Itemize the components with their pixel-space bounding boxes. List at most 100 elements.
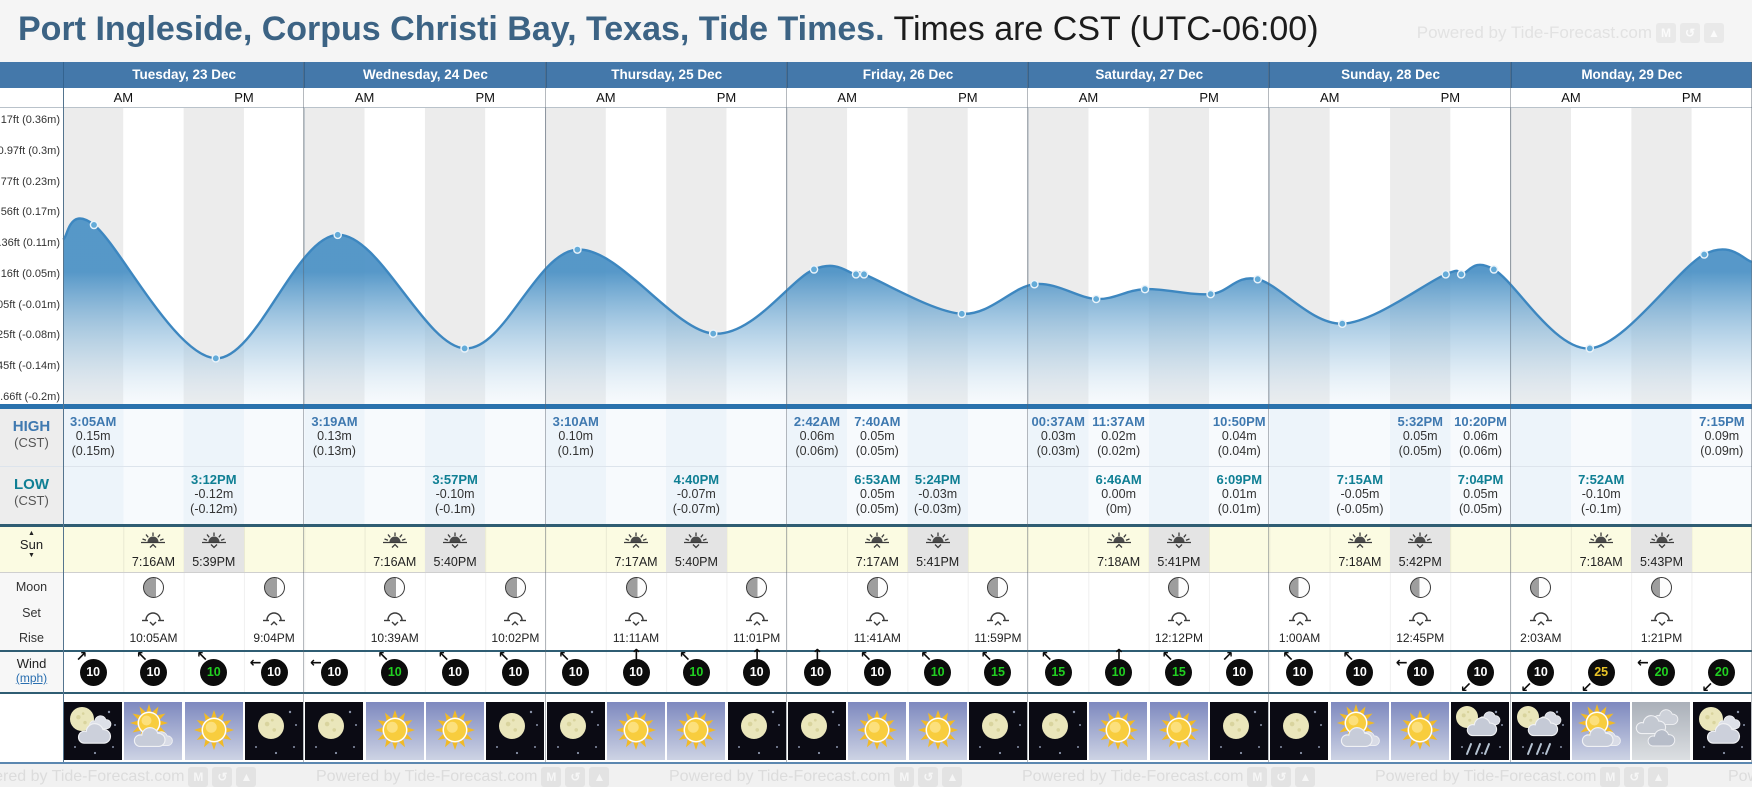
weather-night-clear-icon	[1210, 702, 1269, 760]
y-axis-label: 0.36ft (0.11m)	[0, 237, 60, 250]
wind-direction-arrow-icon: ↑	[1113, 647, 1125, 663]
wind-speed-indicator: 10 ←	[304, 656, 364, 687]
wind-speed-value: 15 ↖	[1041, 650, 1072, 686]
weather-cell-overcast	[1632, 702, 1691, 760]
axis-divider-line	[63, 88, 64, 762]
watermark-badge-icon: ↺	[1271, 767, 1292, 787]
weather-sunny-icon	[1149, 702, 1208, 760]
high-tide-time: 7:15PM	[1699, 414, 1745, 429]
sunrise-time: 7:18AM	[1097, 555, 1141, 569]
ampm-label-am: AM	[837, 90, 857, 105]
moonrise-icon	[986, 612, 1009, 626]
row-label-sun: ▲ Sun ▼	[0, 527, 63, 572]
wind-direction-arrow-icon: ↙	[1580, 680, 1593, 696]
wind-speed-value: 10 ↖	[498, 650, 529, 686]
moon-phase-icon	[727, 577, 787, 603]
sun-up-triangle-icon: ▲	[28, 530, 35, 537]
moonrise-icon	[1288, 612, 1311, 626]
row-label-moon: Moon Set Rise	[0, 573, 63, 650]
moon-row-background	[63, 573, 1752, 650]
wind-mph-link[interactable]: (mph)	[15, 671, 48, 685]
moonset-icon	[625, 612, 648, 626]
moon-rise-icon-wrap	[968, 609, 1028, 631]
day-separator-line	[1268, 62, 1270, 762]
sunset-entry: 5:42PM	[1390, 531, 1450, 569]
weather-cell-day-partly	[1572, 702, 1631, 760]
wind-direction-arrow-icon: ↑	[630, 647, 643, 663]
low-tide-time: 7:15AM	[1336, 472, 1384, 487]
wind-direction-arrow-icon: ↙	[1460, 680, 1472, 696]
wind-direction-arrow-icon: ↑	[751, 647, 763, 663]
day-separator-line	[544, 62, 546, 762]
weather-night-clear-icon	[787, 702, 846, 760]
weather-sunny-icon	[908, 702, 967, 760]
high-tide-height: 0.02m	[1101, 429, 1136, 443]
wind-direction-arrow-icon: ↗	[1221, 649, 1234, 665]
wind-speed-indicator: 10 ↑	[787, 648, 847, 687]
wind-speed-value: 10 ↖	[860, 650, 891, 686]
high-tide-entry: 3:05AM 0.15m (0.15m)	[63, 414, 123, 459]
low-tide-height-datum: (0.05m)	[1458, 502, 1503, 516]
high-tide-height: 0.15m	[75, 429, 111, 443]
ampm-label-am: AM	[596, 90, 616, 105]
sunset-entry: 5:43PM	[1631, 531, 1691, 569]
sunset-entry: 5:39PM	[184, 531, 244, 569]
moon-entry: 12:12PM	[1149, 577, 1209, 645]
low-tide-entry: 4:40PM -0.07m (-0.07m)	[666, 472, 726, 517]
page-title: Port Ingleside, Corpus Christi Bay, Texa…	[18, 10, 1319, 49]
wind-speed-indicator: 10 ↙	[1511, 659, 1571, 695]
sun-row: ▲ Sun ▼ 7:16AM 5:39PM 7:16AM 5:40PM 7:17AM 5:40P…	[0, 524, 1752, 572]
wind-speed-indicator: 10 ↗	[63, 650, 123, 687]
wind-speed-indicator: 10 ↙	[1450, 659, 1510, 695]
low-tide-height-datum: (0m)	[1105, 502, 1132, 516]
wind-direction-arrow-icon: ↙	[1520, 680, 1533, 696]
ampm-label-am: AM	[354, 90, 375, 105]
low-tide-height: -0.10m	[435, 487, 475, 501]
moon-phase-icon	[968, 577, 1028, 603]
wind-speed-indicator: 10 ↖	[908, 650, 968, 687]
low-tide-height: -0.05m	[1340, 487, 1380, 501]
weather-sunny-icon	[1391, 702, 1450, 760]
ampm-label-pm: PM	[716, 90, 737, 105]
sunset-time: 5:42PM	[1398, 555, 1442, 569]
sunset-entry: 5:41PM	[908, 531, 968, 569]
high-tide-height: 0.06m	[1463, 429, 1498, 443]
sunset-time: 5:40PM	[433, 555, 477, 569]
day-separator-line	[1509, 62, 1511, 762]
moonrise-icon	[504, 612, 527, 626]
weather-row	[0, 692, 1752, 762]
sunset-icon	[443, 532, 468, 549]
wind-label: Wind	[16, 656, 47, 671]
wind-speed-value: 10 ↑	[622, 648, 650, 686]
moon-label-line: Set	[22, 605, 41, 620]
wind-direction-arrow-icon: ←	[1395, 655, 1408, 671]
high-tide-height-datum: (0.06m)	[795, 444, 839, 458]
weather-cell-night-rain	[1451, 702, 1510, 760]
moon-row: Moon Set Rise 10:05AM 9:04PM 10:39AM 10:02PM 11…	[0, 572, 1752, 650]
wind-speed-indicator: 10 ↗	[1209, 650, 1269, 687]
moon-set-time: 11:11AM	[612, 631, 660, 645]
weather-night-clear-icon	[727, 702, 786, 760]
moon-phase-icon	[485, 577, 545, 603]
moon-phase-icon	[1149, 577, 1209, 603]
low-tide-entry: 7:15AM -0.05m (-0.05m)	[1330, 472, 1390, 517]
weather-cell-sunny	[425, 702, 484, 760]
wind-speed-indicator: 10 ↖	[546, 650, 606, 687]
sunrise-icon	[1347, 532, 1372, 548]
wind-direction-arrow-icon: ↖	[437, 649, 450, 665]
low-tide-time: 5:24PM	[914, 472, 961, 487]
moon-set-icon-wrap	[365, 609, 425, 631]
sunset-entry: 5:40PM	[666, 531, 726, 569]
moon-entry: 10:05AM	[123, 577, 183, 645]
moon-phase-icon	[365, 577, 425, 603]
sunrise-icon	[1106, 532, 1131, 548]
moon-entry: 10:02PM	[485, 577, 545, 645]
watermark-badge-icon: M	[1600, 767, 1621, 787]
moon-rise-time: 9:04PM	[253, 631, 295, 645]
weather-cell-sunny	[1391, 702, 1450, 760]
moon-rise-icon-wrap	[1511, 609, 1571, 631]
moon-entry: 11:11AM	[606, 577, 666, 645]
weather-cell-sunny	[184, 702, 243, 760]
high-tide-height: 0.09m	[1704, 429, 1740, 443]
